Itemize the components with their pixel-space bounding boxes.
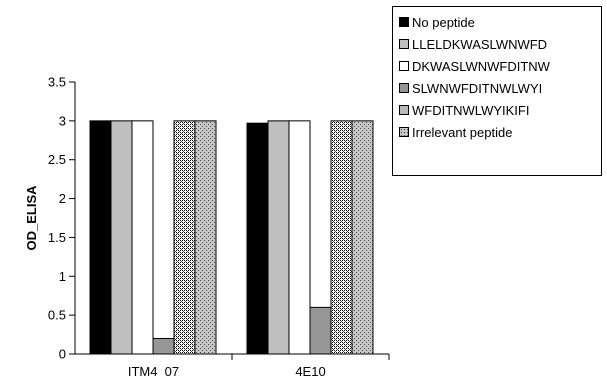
bar	[131, 120, 154, 355]
bar	[330, 120, 353, 355]
legend-item: No peptide	[399, 11, 601, 33]
y-tick-label: 2	[59, 191, 66, 206]
legend-item: LLELDKWASLWNWFD	[399, 33, 601, 55]
legend-label: SLWNWFDITNWLWYI	[412, 80, 543, 96]
legend-swatch	[399, 39, 409, 49]
bar	[351, 120, 374, 355]
legend: No peptide LLELDKWASLWNWFD DKWASLWNWFDITNW…	[392, 6, 602, 176]
y-tick-label: 1.5	[48, 230, 66, 245]
bar	[267, 120, 290, 355]
legend-swatch	[399, 61, 409, 71]
y-tick-label: 3	[59, 113, 66, 128]
bar	[246, 122, 269, 355]
bar	[309, 306, 332, 355]
y-axis-ticks: 0 0.5 1 1.5 2 2.5 3 3.5	[48, 75, 75, 362]
y-tick-label: 2.5	[48, 152, 66, 167]
bar	[110, 120, 133, 355]
bar	[173, 120, 196, 355]
legend-swatch	[399, 17, 409, 27]
bars	[89, 120, 374, 355]
bar	[89, 120, 112, 355]
x-axis-labels: ITM4 07 4E10	[128, 364, 326, 379]
x-category-label: 4E10	[295, 364, 325, 379]
legend-label: No peptide	[412, 14, 475, 30]
legend-item: WFDITNWLWYIKIFI	[399, 99, 601, 121]
legend-label: WFDITNWLWYIKIFI	[412, 102, 530, 118]
bar	[288, 120, 311, 355]
bar	[194, 120, 217, 355]
legend-label: DKWASLWNWFDITNW	[412, 58, 550, 74]
legend-label: Irrelevant peptide	[412, 124, 513, 140]
y-axis-title: OD_ELISA	[24, 185, 39, 251]
y-tick-label: 3.5	[48, 75, 66, 90]
legend-label: LLELDKWASLWNWFD	[412, 36, 548, 52]
y-tick-label: 0	[59, 347, 66, 362]
y-tick-label: 1	[59, 269, 66, 284]
legend-swatch	[399, 127, 409, 137]
legend-swatch	[399, 83, 409, 93]
bar	[152, 337, 175, 355]
x-category-label: ITM4 07	[128, 364, 179, 379]
legend-swatch	[399, 105, 409, 115]
y-tick-label: 0.5	[48, 308, 66, 323]
legend-item: SLWNWFDITNWLWYI	[399, 77, 601, 99]
legend-item: DKWASLWNWFDITNW	[399, 55, 601, 77]
legend-item: Irrelevant peptide	[399, 121, 601, 143]
